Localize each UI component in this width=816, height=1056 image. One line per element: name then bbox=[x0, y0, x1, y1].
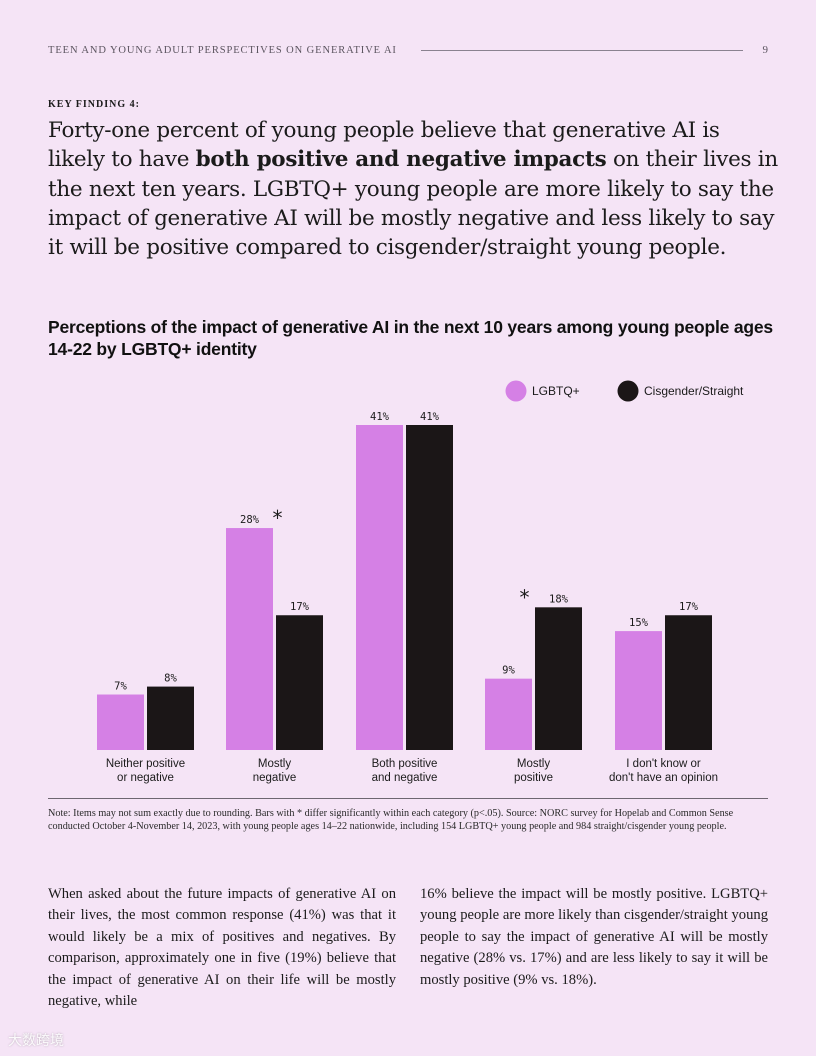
key-finding-label: KEY FINDING 4: bbox=[48, 99, 140, 110]
category-label: positive bbox=[514, 772, 553, 784]
page-number: 9 bbox=[762, 44, 769, 56]
header-rule bbox=[420, 49, 743, 51]
category-label: and negative bbox=[372, 772, 438, 784]
significance-marker: * bbox=[520, 585, 530, 609]
header-title: TEEN AND YOUNG ADULT PERSPECTIVES ON GEN… bbox=[48, 44, 397, 56]
data-label: 28% bbox=[240, 514, 260, 526]
data-label: 7% bbox=[114, 681, 127, 693]
note-divider bbox=[48, 798, 768, 799]
bar bbox=[665, 615, 712, 750]
body-text-left: When asked about the future impacts of g… bbox=[48, 886, 396, 1010]
bar-chart: LGBTQ+ Cisgender/Straight 7% 8% Neither posi… bbox=[90, 380, 744, 784]
data-label: 41% bbox=[420, 411, 440, 423]
key-finding-text-start: Forty-one percent of young people believ… bbox=[48, 118, 720, 173]
category-label: Neither positive bbox=[106, 758, 185, 770]
category-label: Mostly bbox=[258, 758, 291, 770]
bar bbox=[535, 607, 582, 750]
chart-title: Perceptions of the impact of generative … bbox=[48, 317, 773, 359]
body-text-right: 16% believe the impact will be mostly po… bbox=[420, 886, 768, 988]
key-finding-text: Forty-one percent of young people believ… bbox=[48, 116, 778, 262]
key-finding-text-end: on their lives in the next ten years. LG… bbox=[48, 147, 778, 261]
data-label: 15% bbox=[629, 617, 649, 629]
watermark-logo: 大数跨境 bbox=[8, 1033, 64, 1049]
category-label: don't have an opinion bbox=[609, 772, 718, 784]
category-label: Mostly bbox=[517, 758, 550, 770]
data-label: 17% bbox=[679, 601, 699, 613]
data-label: 17% bbox=[290, 601, 310, 613]
bar bbox=[276, 615, 323, 750]
chart-note: Note: Items may not sum exactly due to r… bbox=[48, 808, 734, 832]
category-label: negative bbox=[253, 772, 296, 784]
legend-swatch bbox=[505, 380, 527, 402]
bar bbox=[356, 425, 403, 750]
legend-label: LGBTQ+ bbox=[532, 384, 580, 398]
bar bbox=[485, 678, 532, 750]
bar bbox=[226, 528, 273, 750]
significance-marker: * bbox=[273, 506, 283, 530]
data-label: 9% bbox=[502, 665, 515, 677]
bar bbox=[147, 686, 194, 750]
category-label: Both positive bbox=[372, 758, 438, 770]
bar bbox=[97, 694, 144, 750]
legend-swatch bbox=[617, 380, 639, 402]
category-label: I don't know or bbox=[626, 758, 701, 770]
data-label: 18% bbox=[549, 593, 569, 605]
data-label: 8% bbox=[164, 673, 177, 685]
category-label: or negative bbox=[117, 772, 174, 784]
page-header: TEEN AND YOUNG ADULT PERSPECTIVES ON GEN… bbox=[48, 43, 768, 57]
legend-label: Cisgender/Straight bbox=[644, 384, 744, 398]
bar bbox=[615, 631, 662, 750]
bar bbox=[406, 425, 453, 750]
data-label: 41% bbox=[370, 411, 390, 423]
key-finding-text-bold: both positive and negative impacts bbox=[195, 147, 607, 173]
